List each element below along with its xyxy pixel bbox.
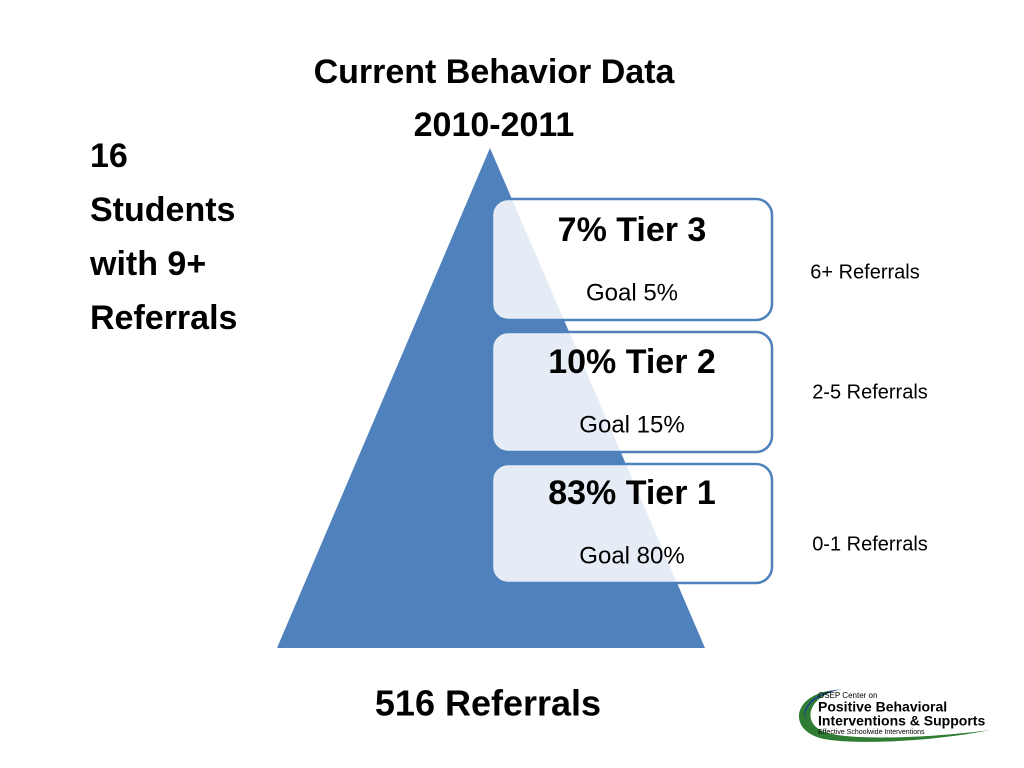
side-note: Referrals xyxy=(90,299,237,337)
logo-text: Effective Schoolwide Interventions xyxy=(818,729,925,736)
side-note: with 9+ xyxy=(89,245,206,283)
tier-referrals: 0-1 Referrals xyxy=(812,533,928,555)
logo-text: OSEP Center on xyxy=(818,691,877,700)
tier-label: 10% Tier 2 xyxy=(548,343,716,381)
logo-text: Interventions & Supports xyxy=(818,713,985,729)
side-note: 16 xyxy=(90,137,128,175)
tier-referrals: 2-5 Referrals xyxy=(812,381,928,403)
footer-total: 516 Referrals xyxy=(375,683,601,724)
logo: OSEP Center on Positive Behavioral Inter… xyxy=(798,689,990,742)
tier-goal: Goal 5% xyxy=(586,279,678,306)
tier-label: 7% Tier 3 xyxy=(558,211,707,249)
tier-referrals: 6+ Referrals xyxy=(810,261,920,283)
side-note: Students xyxy=(90,191,235,229)
tier-box xyxy=(490,330,774,454)
logo-swoosh xyxy=(798,690,990,742)
title: Current Behavior Data xyxy=(314,53,676,91)
logo-text: Positive Behavioral xyxy=(818,699,947,715)
tier-goal: Goal 80% xyxy=(579,542,684,569)
title: 2010-2011 xyxy=(414,106,575,144)
tier-label: 83% Tier 1 xyxy=(548,474,716,512)
tier-box xyxy=(490,462,774,585)
tier-box xyxy=(490,197,774,322)
tier-goal: Goal 15% xyxy=(579,411,684,438)
